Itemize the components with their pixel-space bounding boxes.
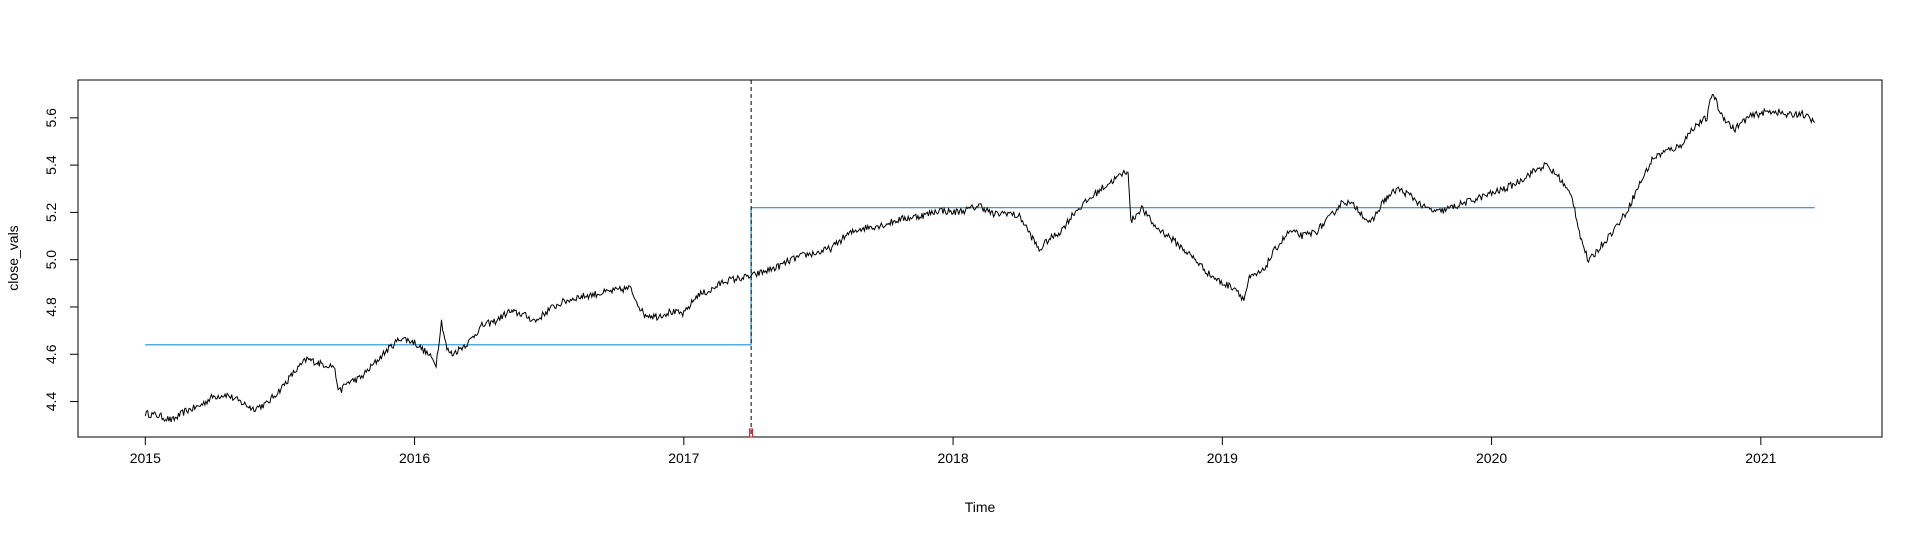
x-axis: 2015 2016 2017 2018 2019 2020 2021 bbox=[130, 436, 1777, 466]
y-tick-label: 5.4 bbox=[43, 155, 59, 175]
series-line-close-vals bbox=[144, 93, 1816, 423]
y-tick-label: 4.4 bbox=[43, 392, 59, 412]
y-tick-label: 4.6 bbox=[43, 344, 59, 364]
y-tick-label: 5.0 bbox=[43, 250, 59, 270]
x-tick-label: 2020 bbox=[1476, 450, 1507, 466]
changepoint-marker bbox=[749, 428, 754, 438]
x-axis-title: Time bbox=[965, 499, 996, 515]
x-tick-label: 2021 bbox=[1745, 450, 1776, 466]
x-tick-label: 2015 bbox=[130, 450, 161, 466]
y-axis: 4.4 4.6 4.8 5.0 5.2 5.4 5.6 bbox=[43, 108, 79, 412]
x-tick-label: 2019 bbox=[1207, 450, 1238, 466]
x-tick-label: 2017 bbox=[668, 450, 699, 466]
x-tick-label: 2018 bbox=[937, 450, 968, 466]
y-tick-label: 4.8 bbox=[43, 297, 59, 317]
y-tick-label: 5.2 bbox=[43, 202, 59, 222]
chart-marks bbox=[144, 80, 1816, 438]
plot-frame bbox=[77, 79, 1883, 438]
x-tick-label: 2016 bbox=[399, 450, 430, 466]
y-tick-label: 5.6 bbox=[43, 108, 59, 128]
y-axis-title: close_vals bbox=[5, 225, 21, 290]
